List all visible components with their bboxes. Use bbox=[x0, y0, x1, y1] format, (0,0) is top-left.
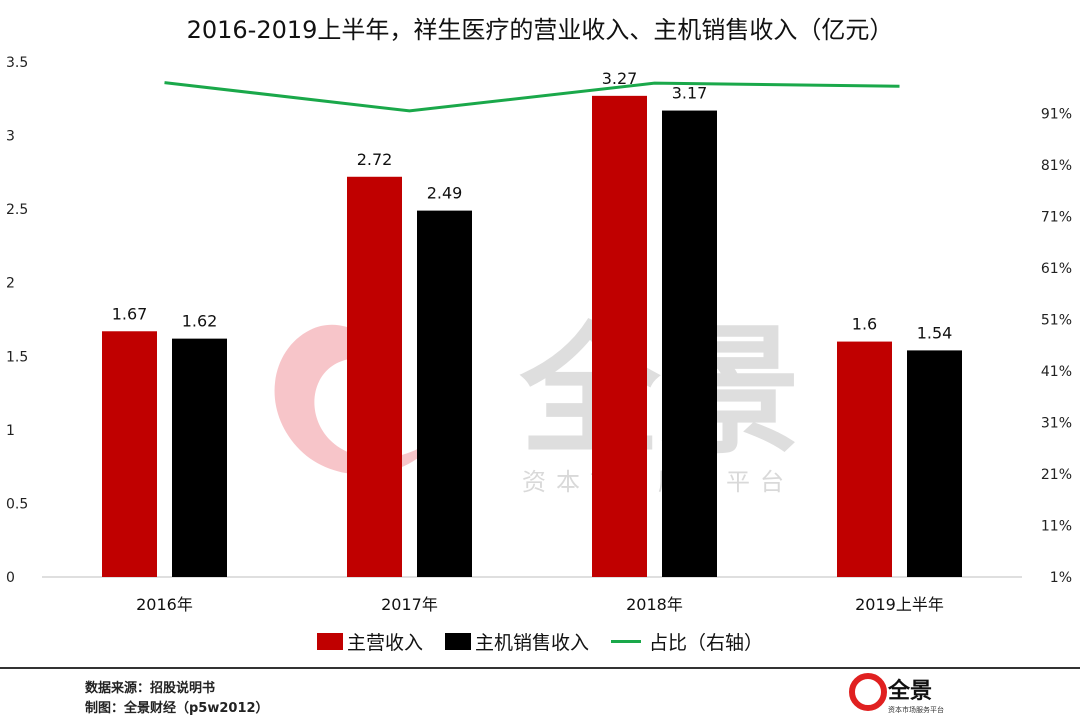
y-tick-label: 1 bbox=[6, 423, 15, 439]
data-label: 2.49 bbox=[427, 184, 463, 203]
y-tick-label: 3 bbox=[6, 129, 15, 145]
y2-tick-label: 1% bbox=[1050, 570, 1072, 586]
legend-label-host-sales: 主机销售收入 bbox=[474, 632, 589, 654]
x-tick-label: 2018年 bbox=[626, 595, 683, 614]
y2-tick-label: 31% bbox=[1041, 416, 1072, 432]
chart-canvas: 0 0.5 1 1.5 2 2.5 3 3.5 1% 11% 21% 31% 41% 51% 61% 71% 8… bbox=[6, 55, 1072, 614]
data-label: 3.27 bbox=[602, 69, 638, 88]
y2-tick-label: 81% bbox=[1041, 158, 1072, 174]
y2-tick-label: 11% bbox=[1041, 519, 1072, 535]
footer-logo: 全景 资本市场服务平台 bbox=[849, 673, 944, 714]
bar-host-sales bbox=[907, 350, 962, 577]
data-label: 2.72 bbox=[357, 150, 393, 169]
bar-main-revenue bbox=[592, 95, 647, 577]
y-tick-label: 2 bbox=[6, 276, 15, 292]
legend: 主营收入 主机销售收入 占比（右轴） bbox=[0, 628, 1080, 655]
legend-swatch-ratio bbox=[611, 640, 641, 643]
legend-label-main-revenue: 主营收入 bbox=[346, 632, 423, 654]
footer-credit: 制图：全景财经（p5w2012） bbox=[85, 701, 269, 716]
footer-source: 数据来源：招股说明书 bbox=[85, 681, 216, 696]
legend-item-ratio: 占比（右轴） bbox=[611, 628, 763, 655]
legend-swatch-main-revenue bbox=[316, 633, 343, 650]
footer-logo-icon bbox=[849, 673, 887, 711]
data-label: 1.67 bbox=[112, 304, 148, 323]
y2-tick-label: 61% bbox=[1041, 261, 1072, 277]
bar-main-revenue bbox=[347, 176, 402, 577]
bar-host-sales bbox=[662, 110, 717, 578]
y-tick-label: 2.5 bbox=[6, 202, 28, 218]
footer-logo-tagline: 资本市场服务平台 bbox=[888, 705, 944, 714]
y-tick-label: 0.5 bbox=[6, 496, 28, 512]
x-tick-label: 2019上半年 bbox=[855, 595, 944, 614]
footer-divider bbox=[0, 667, 1080, 669]
y-tick-label: 0 bbox=[6, 570, 15, 586]
data-label: 1.54 bbox=[917, 323, 953, 342]
ratio-line bbox=[164, 81, 900, 113]
data-label: 1.6 bbox=[852, 315, 877, 334]
y-tick-label: 1.5 bbox=[6, 349, 28, 365]
legend-label-ratio: 占比（右轴） bbox=[649, 632, 764, 654]
y2-tick-label: 51% bbox=[1041, 313, 1072, 329]
legend-item-host-sales: 主机销售收入 bbox=[444, 628, 589, 655]
bar-main-revenue bbox=[102, 331, 157, 577]
x-tick-label: 2016年 bbox=[136, 595, 193, 614]
chart-title: 2016-2019上半年，祥生医疗的营业收入、主机销售收入（亿元） bbox=[186, 16, 894, 44]
bar-main-revenue bbox=[837, 341, 892, 577]
y2-tick-label: 21% bbox=[1041, 467, 1072, 483]
y2-tick-label: 71% bbox=[1041, 210, 1072, 226]
y-tick-label: 3.5 bbox=[6, 55, 28, 71]
legend-swatch-host-sales bbox=[444, 633, 471, 650]
data-label: 3.17 bbox=[672, 84, 708, 103]
y2-tick-label: 91% bbox=[1041, 107, 1072, 123]
footer-logo-text: 全景 bbox=[887, 678, 932, 704]
y2-tick-label: 41% bbox=[1041, 364, 1072, 380]
bar-host-sales bbox=[417, 210, 472, 577]
legend-item-main-revenue: 主营收入 bbox=[316, 628, 423, 655]
data-label: 1.62 bbox=[182, 312, 218, 331]
x-tick-label: 2017年 bbox=[381, 595, 438, 614]
bar-host-sales bbox=[172, 338, 227, 577]
